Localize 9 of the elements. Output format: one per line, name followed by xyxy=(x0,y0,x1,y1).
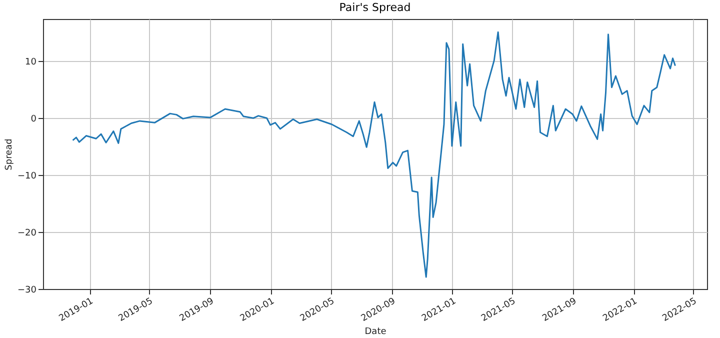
y-tick-label: −30 xyxy=(18,286,37,296)
y-tick-label: −20 xyxy=(18,228,37,239)
y-tick-label: 0 xyxy=(30,114,37,125)
y-tick-label: −10 xyxy=(18,172,37,182)
chart-title: Pair's Spread xyxy=(339,1,411,14)
line-series xyxy=(72,31,676,278)
y-axis-title: Spread xyxy=(4,138,15,170)
y-tick-label: 10 xyxy=(25,58,37,68)
x-axis-title: Date xyxy=(364,327,387,338)
